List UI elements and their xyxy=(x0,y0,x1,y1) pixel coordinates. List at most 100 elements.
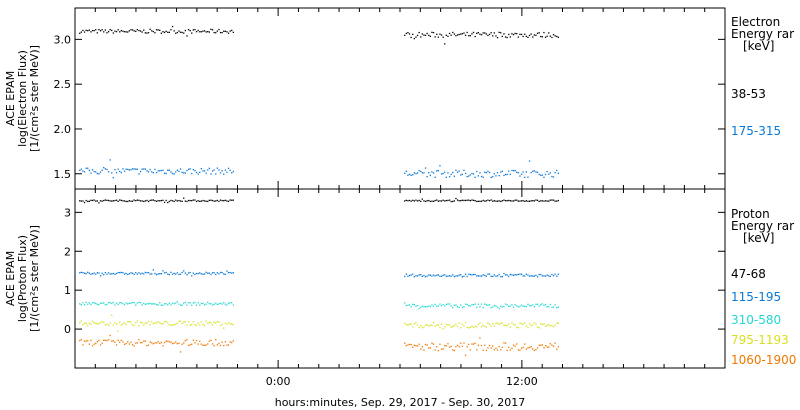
data-point xyxy=(163,341,166,344)
data-point xyxy=(442,36,444,38)
data-point xyxy=(557,306,559,308)
data-point xyxy=(157,273,159,275)
data-point xyxy=(404,302,406,304)
data-point xyxy=(535,199,537,201)
data-point xyxy=(122,303,124,305)
data-point xyxy=(487,199,489,201)
data-point xyxy=(444,200,446,202)
data-point xyxy=(151,321,153,323)
data-point xyxy=(548,275,550,277)
data-point xyxy=(80,168,82,170)
data-point xyxy=(167,169,169,171)
data-point xyxy=(107,199,110,202)
data-point xyxy=(532,348,534,350)
data-point xyxy=(426,176,428,178)
data-point xyxy=(186,339,188,341)
data-point xyxy=(549,275,551,277)
data-point xyxy=(167,31,169,33)
data-point xyxy=(517,273,519,276)
data-point xyxy=(138,324,140,327)
data-point xyxy=(440,348,443,350)
data-point xyxy=(95,29,97,31)
legend-entry: 795-1193 xyxy=(731,333,789,347)
data-point xyxy=(415,275,417,277)
y-tick-label: 2.5 xyxy=(54,78,72,91)
data-point xyxy=(551,199,553,201)
data-point xyxy=(495,322,497,325)
data-point xyxy=(232,324,234,326)
data-point xyxy=(416,34,419,37)
data-point xyxy=(544,325,547,327)
data-point xyxy=(117,303,119,306)
data-point xyxy=(546,306,548,308)
data-point xyxy=(136,199,138,201)
data-point xyxy=(119,272,121,274)
legend-title: [keV] xyxy=(743,39,774,53)
data-point xyxy=(492,345,494,347)
data-point xyxy=(189,344,191,346)
data-point xyxy=(159,273,161,275)
data-point xyxy=(407,304,409,306)
data-point xyxy=(202,344,204,346)
data-point xyxy=(83,272,86,274)
data-point xyxy=(179,273,182,275)
data-point xyxy=(557,273,559,275)
data-point xyxy=(131,301,134,304)
data-point xyxy=(162,304,164,306)
data-point xyxy=(114,322,116,324)
data-point xyxy=(111,314,113,316)
data-point xyxy=(103,199,105,202)
data-point xyxy=(125,343,127,345)
data-point xyxy=(187,302,190,304)
data-point xyxy=(203,30,206,32)
data-point xyxy=(410,36,412,39)
data-point xyxy=(530,33,532,35)
data-point xyxy=(498,175,500,177)
data-point xyxy=(546,324,548,327)
data-point xyxy=(104,199,106,201)
data-point xyxy=(139,30,142,32)
data-point xyxy=(197,173,199,175)
data-point xyxy=(548,173,550,175)
data-point xyxy=(557,199,559,202)
data-point xyxy=(151,171,153,173)
data-point xyxy=(176,200,178,202)
data-point xyxy=(538,344,540,346)
data-point xyxy=(413,200,415,202)
data-point xyxy=(488,344,491,347)
y-axis-label: log(Electron Flux) xyxy=(16,50,29,147)
data-point xyxy=(466,326,468,328)
data-point xyxy=(184,200,186,202)
data-point xyxy=(187,199,190,202)
data-point xyxy=(525,171,527,173)
data-point xyxy=(231,272,233,274)
data-point xyxy=(471,304,473,306)
data-point xyxy=(511,169,513,172)
data-point xyxy=(474,200,476,202)
data-point xyxy=(155,304,158,306)
data-point xyxy=(436,305,438,307)
data-point xyxy=(532,275,534,277)
data-point xyxy=(442,328,444,330)
proton-panel: 0 1 2 3 ACE EPAM log(Proton Flux) [1/(cm²s ste… xyxy=(4,188,796,369)
data-point xyxy=(197,343,199,345)
data-point xyxy=(493,173,495,175)
data-point xyxy=(512,200,515,202)
data-point xyxy=(215,339,217,341)
data-point xyxy=(452,349,454,351)
data-point xyxy=(173,173,175,175)
data-point xyxy=(512,170,515,172)
data-point xyxy=(154,303,156,305)
data-point xyxy=(168,169,170,171)
data-point xyxy=(452,171,454,174)
data-point xyxy=(506,274,508,276)
data-point xyxy=(219,271,222,274)
data-point xyxy=(171,302,174,304)
data-point xyxy=(444,43,446,45)
data-point xyxy=(85,322,87,325)
data-point xyxy=(442,303,444,306)
data-point xyxy=(170,324,172,326)
data-point xyxy=(472,326,475,329)
data-point xyxy=(183,270,185,272)
data-point xyxy=(159,200,161,202)
